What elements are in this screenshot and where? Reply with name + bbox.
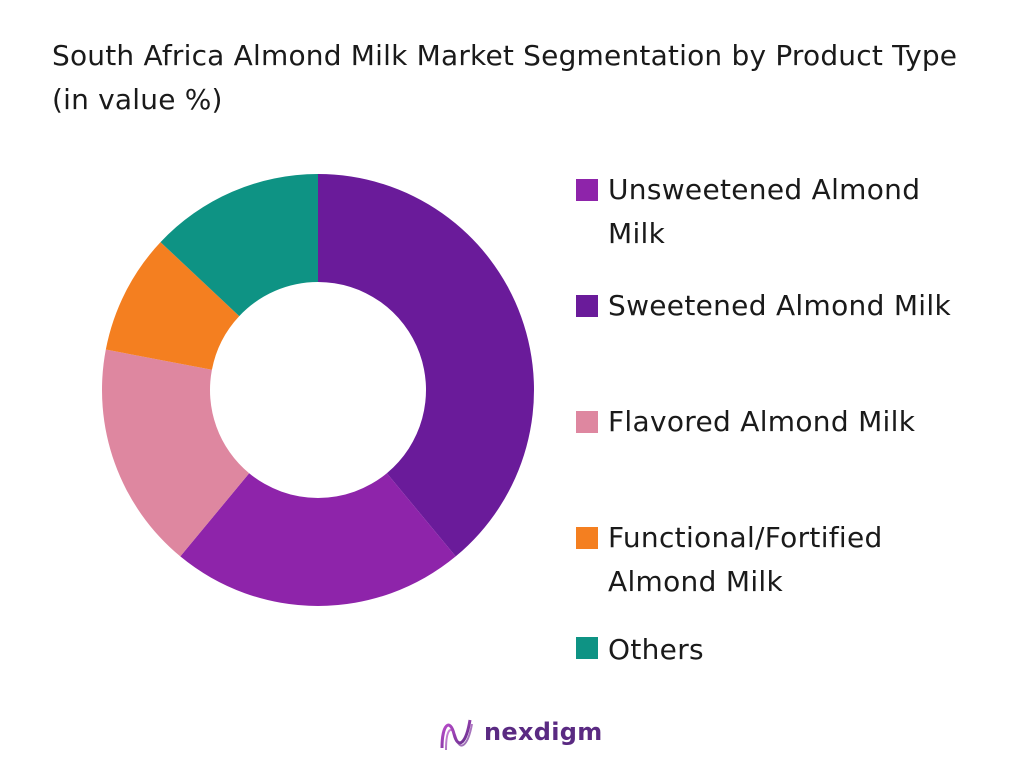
donut-slice-unsweetened-almond-milk bbox=[180, 473, 456, 606]
donut-slice-others bbox=[160, 174, 318, 317]
legend-label-flavored: Flavored Almond Milk bbox=[608, 405, 916, 438]
legend-swatch-functional bbox=[576, 527, 598, 549]
chart-title: South Africa Almond Milk Market Segmenta… bbox=[52, 39, 958, 116]
brand-name: nexdigm bbox=[484, 718, 603, 746]
legend-label-functional: Functional/Fortified Almond Milk bbox=[608, 521, 883, 598]
legend-swatch-others bbox=[576, 637, 598, 659]
legend-swatch-sweetened bbox=[576, 295, 598, 317]
donut-slice-functional-fortified-almond-milk bbox=[105, 242, 240, 370]
legend-swatch-unsweetened bbox=[576, 179, 598, 201]
donut-slice-sweetened-almond-milk bbox=[318, 174, 535, 557]
footer-logo: nexdigm bbox=[436, 714, 616, 754]
donut-slice-flavored-almond-milk bbox=[101, 349, 250, 557]
nexdigm-logo-icon bbox=[440, 719, 473, 751]
legend-label-others: Others bbox=[608, 633, 704, 666]
legend-label-sweetened: Sweetened Almond Milk bbox=[608, 289, 951, 322]
legend-swatch-flavored bbox=[576, 411, 598, 433]
legend-label-unsweetened: Unsweetened Almond Milk bbox=[608, 173, 921, 250]
